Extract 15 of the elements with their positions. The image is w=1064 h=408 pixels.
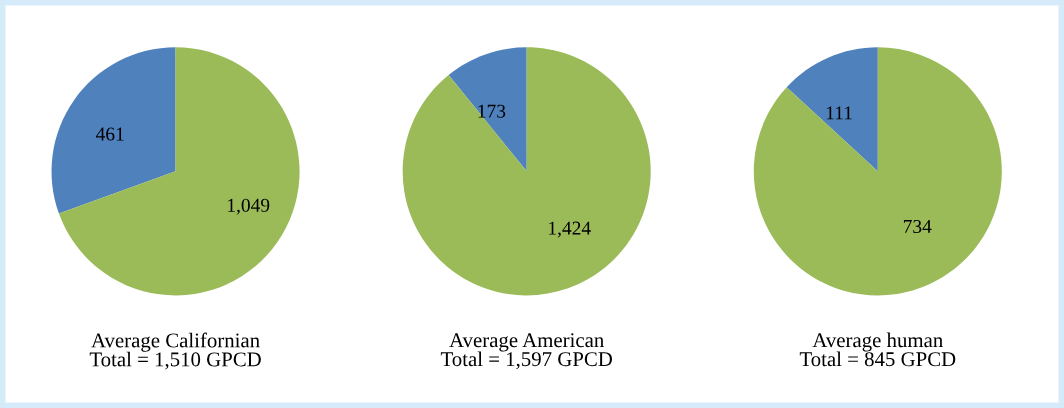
text: Average human Total = 845 GPCD — [799, 332, 956, 367]
pie-slice — [448, 47, 527, 172]
data-label: 111 — [826, 106, 852, 120]
data-label: 734 — [903, 219, 932, 234]
pie-slice — [51, 47, 176, 214]
data-label: 173 — [478, 104, 506, 118]
pie-slice — [58, 47, 300, 296]
pie-slice — [753, 47, 1002, 296]
text: Average American Total = 1,597 GPCD — [440, 333, 613, 370]
data-label: 461 — [96, 127, 124, 141]
pie-slice — [786, 47, 878, 172]
data-label: 1,049 — [228, 198, 270, 215]
data-label: 1,424 — [549, 221, 591, 238]
text: Average Californian Total = 1,510 GPCD — [89, 332, 261, 370]
pie-slice — [402, 47, 651, 296]
